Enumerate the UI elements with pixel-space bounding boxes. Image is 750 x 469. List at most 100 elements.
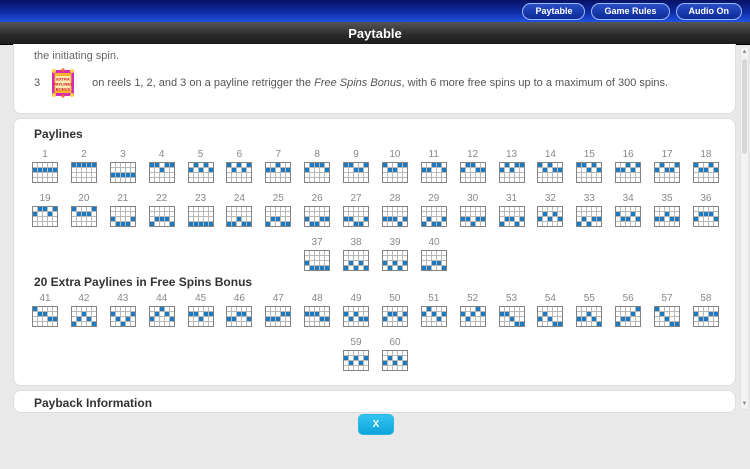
payline-cell-on (53, 317, 57, 321)
payline-cell (543, 322, 548, 326)
payline-cell-on (349, 163, 353, 167)
payline-cell (499, 163, 504, 167)
payline-cell (43, 178, 47, 182)
payline-cell (548, 173, 553, 177)
payline-38: 38 (343, 237, 369, 271)
payline-grid (381, 206, 408, 227)
payline-cell-on (553, 168, 558, 172)
payline-number: 49 (350, 293, 362, 304)
payline-cell (592, 322, 597, 326)
payline-cell (504, 307, 509, 311)
payline-cell-on (402, 163, 407, 167)
payline-cell (514, 217, 519, 221)
payline-cell (675, 222, 679, 226)
payline-22: 22 (148, 193, 175, 227)
payline-number: 11 (428, 149, 439, 160)
scroll-up-icon[interactable]: ▲ (741, 49, 748, 55)
payline-cell (305, 322, 310, 326)
payline-cell (631, 317, 636, 321)
payline-cell (266, 312, 271, 316)
payline-cell (558, 212, 563, 216)
close-button[interactable]: X (358, 414, 394, 435)
payline-cell (208, 173, 213, 177)
payline-cell-on (193, 222, 198, 226)
payline-cell (227, 207, 232, 211)
payline-cell (281, 307, 286, 311)
vertical-scrollbar[interactable]: ▲ ▼ (740, 46, 749, 410)
payline-cell (670, 222, 674, 226)
payline-cell-on (38, 312, 42, 316)
payline-grid (70, 162, 97, 183)
payline-cell (76, 173, 81, 177)
payline-46: 46 (226, 293, 253, 327)
payline-number: 25 (272, 193, 284, 204)
payline-cell (382, 312, 387, 316)
payline-cell-on (38, 168, 42, 172)
payline-grid (265, 162, 292, 183)
payline-cell-on (597, 217, 602, 221)
payline-cell (388, 251, 392, 255)
payline-cell (519, 178, 524, 182)
payline-cell (86, 207, 91, 211)
payline-cell (670, 178, 674, 182)
payline-cell (426, 322, 431, 326)
game-rules-button[interactable]: Game Rules (591, 2, 670, 20)
payline-number: 28 (389, 193, 401, 204)
payline-cell-on (392, 168, 397, 172)
payline-cell (71, 168, 76, 172)
payline-cell-on (582, 163, 587, 167)
payline-cell (509, 322, 514, 326)
payline-cell (397, 307, 402, 311)
payline-cell (397, 217, 402, 221)
payline-cell (281, 173, 286, 177)
payline-cell-on (670, 217, 674, 221)
payline-cell (703, 322, 708, 326)
payline-number: 48 (311, 293, 323, 304)
payline-cell (198, 163, 203, 167)
payline-cell (631, 178, 636, 182)
payline-grid (576, 206, 603, 227)
payline-number: 39 (389, 237, 401, 248)
payline-number: 2 (81, 149, 87, 160)
payline-cell-on (286, 312, 291, 316)
payline-cell (247, 217, 252, 221)
payline-cell (232, 207, 237, 211)
payline-cell-on (159, 307, 164, 311)
payline-number: 44 (156, 293, 168, 304)
payline-cell (76, 312, 81, 316)
payline-cell (421, 207, 426, 211)
scroll-down-icon[interactable]: ▼ (741, 401, 748, 407)
payline-cell (519, 307, 524, 311)
audio-toggle-button[interactable]: Audio On (675, 2, 742, 20)
payline-cell (626, 307, 631, 311)
payline-27: 27 (343, 193, 369, 227)
payline-cell (509, 307, 514, 311)
payline-cell (125, 207, 130, 211)
payline-cell-on (325, 317, 330, 321)
payline-cell (392, 317, 397, 321)
payline-57: 57 (654, 293, 680, 327)
payline-cell-on (442, 266, 446, 270)
payline-cell (120, 217, 125, 221)
payline-cell (305, 266, 309, 270)
payline-cell (660, 322, 664, 326)
payline-cell (698, 207, 703, 211)
svg-text:EXTRA: EXTRA (56, 77, 70, 82)
payline-cell (359, 212, 363, 216)
payline-cell-on (115, 317, 120, 321)
payline-cell (437, 251, 441, 255)
payline-cell-on (631, 168, 636, 172)
payline-cell-on (626, 217, 631, 221)
scrollbar-thumb[interactable] (742, 59, 747, 154)
payline-cell (592, 312, 597, 316)
payline-cell (53, 307, 57, 311)
payline-cell-on (344, 356, 348, 360)
payline-cell (354, 307, 358, 311)
payline-cell (232, 322, 237, 326)
payline-cell (349, 222, 353, 226)
payline-cell (344, 256, 348, 260)
payline-cell (125, 163, 130, 167)
bonus-rule-text: on reels 1, 2, and 3 on a payline retrig… (92, 77, 669, 89)
paytable-button[interactable]: Paytable (522, 2, 586, 20)
payline-cell (441, 307, 446, 311)
